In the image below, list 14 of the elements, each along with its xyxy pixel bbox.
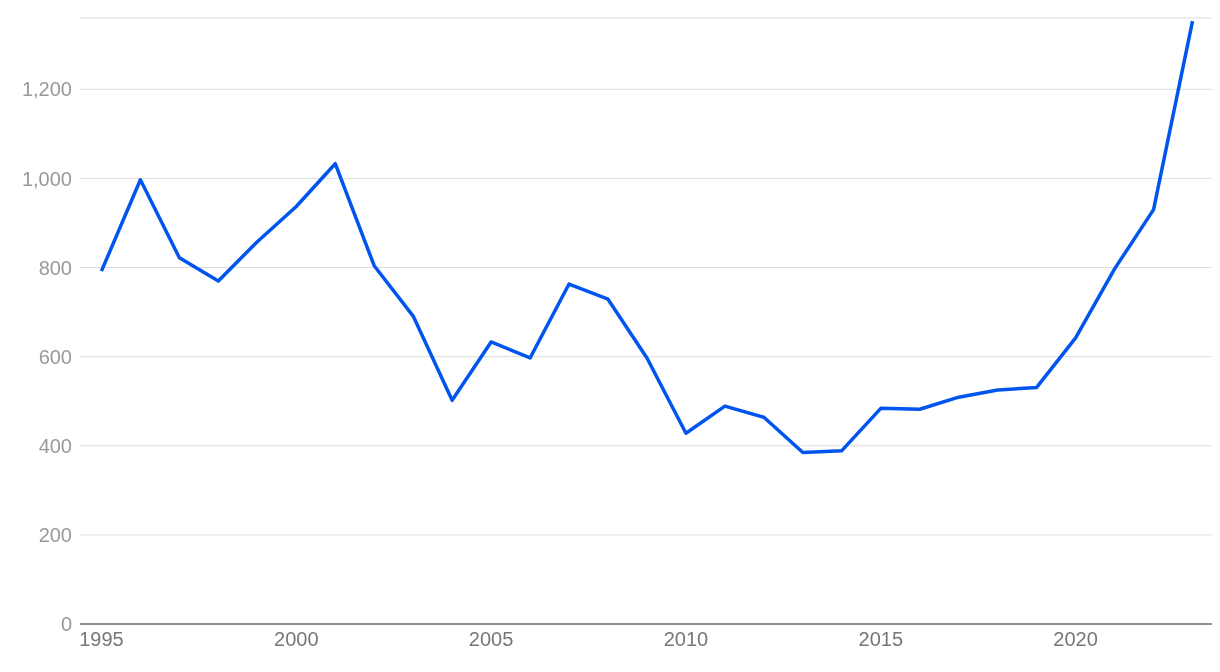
y-tick-label: 800 [38, 256, 72, 279]
y-tick-label: 400 [38, 434, 72, 457]
x-tick-label: 2015 [858, 628, 904, 651]
x-tick-label: 2005 [468, 628, 514, 651]
x-tick-label: 2010 [663, 628, 709, 651]
y-tick-label: 0 [60, 613, 72, 636]
y-tick-label: 600 [38, 345, 72, 368]
x-tick-label: 2000 [274, 628, 319, 651]
y-tick-label: 1,200 [21, 78, 72, 101]
y-tick-label: 200 [38, 523, 72, 546]
y-tick-label: 1,000 [21, 167, 72, 190]
x-tick-label: 1995 [79, 628, 124, 651]
x-tick-label: 2020 [1053, 628, 1098, 651]
line-series [99, 19, 1195, 455]
